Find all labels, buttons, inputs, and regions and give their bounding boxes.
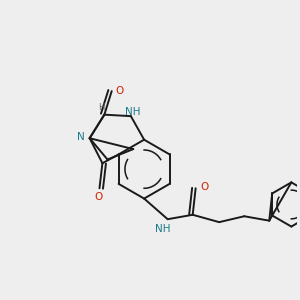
Text: O: O xyxy=(115,86,123,96)
Text: NH: NH xyxy=(124,107,140,117)
Text: N: N xyxy=(77,132,85,142)
Text: O: O xyxy=(200,182,208,192)
Text: H: H xyxy=(98,103,105,112)
Text: O: O xyxy=(94,192,102,202)
Text: NH: NH xyxy=(155,224,171,235)
